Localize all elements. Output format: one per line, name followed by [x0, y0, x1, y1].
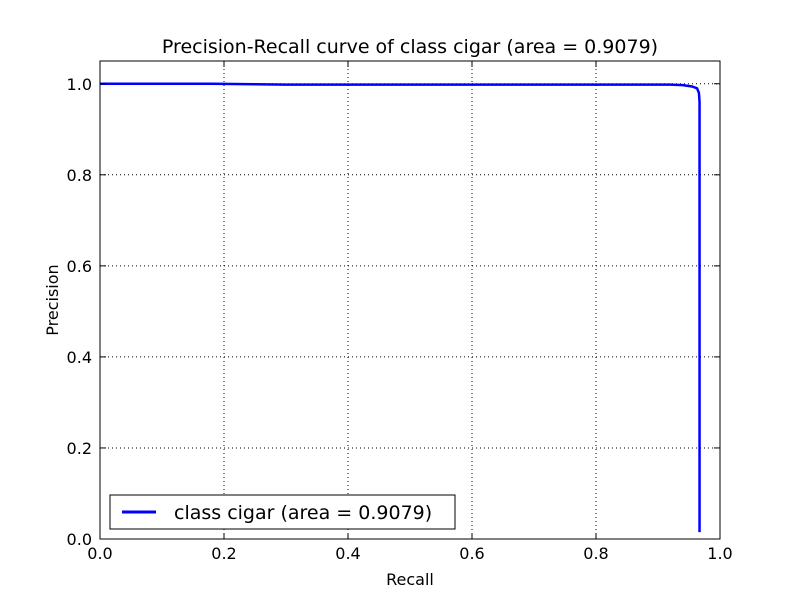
tick-layer [99, 61, 721, 540]
x-tick-label: 0.4 [335, 544, 360, 563]
y-tick-label: 0.0 [67, 530, 92, 549]
x-tick-label: 0.0 [87, 544, 112, 563]
x-tick-label: 1.0 [707, 544, 732, 563]
y-tick-label: 0.4 [67, 348, 92, 367]
y-tick-label: 0.6 [67, 257, 92, 276]
y-tick-label: 0.2 [67, 439, 92, 458]
series-line-0 [100, 82, 701, 533]
y-axis-label: Precision [43, 264, 62, 335]
label-layer: 0.0 0.2 0.4 0.6 0.8 1.0 0.0 0.2 0.4 0.6 0.8 1.0 [67, 75, 733, 563]
legend-box [109, 494, 456, 530]
series-layer [100, 82, 701, 533]
legend: class cigar (area = 0.9079) [109, 494, 456, 530]
legend-entry-label: class cigar (area = 0.9079) [174, 502, 432, 524]
plot-frame [99, 60, 721, 540]
x-tick-label: 0.8 [583, 544, 608, 563]
y-tick-label: 0.8 [67, 166, 92, 185]
x-tick-label: 0.2 [211, 544, 236, 563]
chart-title: Precision-Recall curve of class cigar (a… [162, 36, 658, 58]
x-axis-label: Recall [386, 570, 434, 589]
y-tick-label: 1.0 [67, 75, 92, 94]
x-tick-label: 0.6 [459, 544, 484, 563]
